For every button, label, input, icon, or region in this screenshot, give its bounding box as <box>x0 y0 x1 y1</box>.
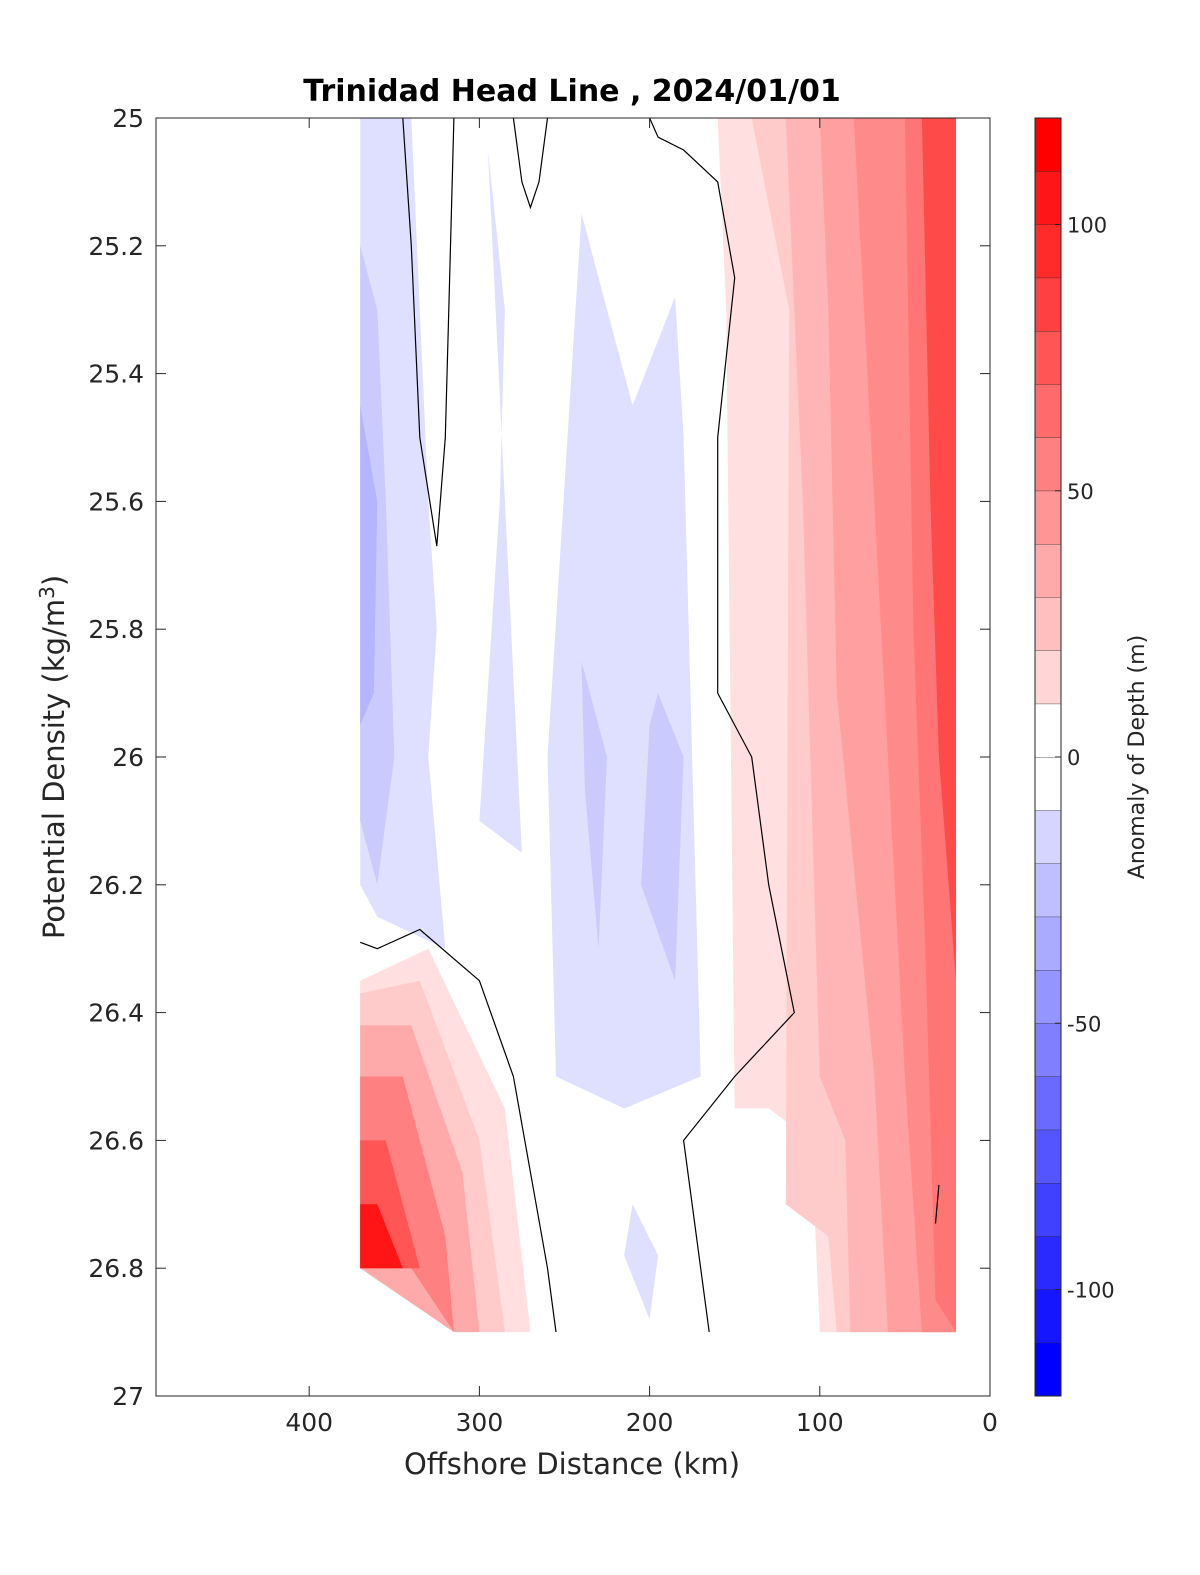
contour-band <box>641 693 684 981</box>
contour-band <box>360 245 395 885</box>
zero-contour-line <box>359 928 557 1333</box>
colorbar-band <box>1035 970 1061 1024</box>
colorbar: 100 50 0 -50 -100 <box>1034 117 1115 1397</box>
colorbar-band <box>1035 331 1061 385</box>
contour-band <box>360 1204 403 1269</box>
colorbar-bands <box>1035 117 1061 1396</box>
colorbar-band <box>1035 1289 1061 1343</box>
contour-line-layer <box>359 118 940 1333</box>
colorbar-ticks: 100 50 0 -50 -100 <box>1055 214 1115 1303</box>
contour-band <box>360 948 531 1333</box>
zero-contour-line <box>402 118 455 547</box>
chart-title: Trinidad Head Line , 2024/01/01 <box>303 74 840 109</box>
y-tick-label: 26.4 <box>88 999 144 1028</box>
contour-band <box>717 118 956 1333</box>
colorbar-tick-label: -50 <box>1067 1012 1101 1036</box>
plot-area: 400 300 200 100 0 25 25.2 25.4 25.6 25.8 26 26.2 26… <box>88 104 998 1437</box>
colorbar-band <box>1035 916 1061 970</box>
y-tick-label: 25.2 <box>88 232 144 261</box>
y-axis-label: Potential Density (kg/m3) <box>35 575 71 939</box>
y-tick-label: 26.6 <box>88 1126 144 1155</box>
zero-contour-line <box>649 118 795 1333</box>
colorbar-band <box>1035 650 1061 704</box>
contour-band <box>479 150 522 853</box>
colorbar-band <box>1035 1236 1061 1290</box>
x-tick-label: 200 <box>626 1408 674 1437</box>
zero-contour-line <box>934 1185 940 1224</box>
x-tick-label: 0 <box>982 1408 998 1437</box>
y-tick-label: 27 <box>112 1382 144 1411</box>
colorbar-band <box>1035 757 1061 811</box>
x-axis-label: Offshore Distance (km) <box>404 1447 740 1481</box>
colorbar-label: Anomaly of Depth (m) <box>1125 635 1150 879</box>
x-tick-label: 300 <box>456 1408 504 1437</box>
x-tick-label: 400 <box>285 1408 333 1437</box>
contour-band <box>921 118 956 981</box>
x-tick-label: 100 <box>796 1408 844 1437</box>
contour-layer <box>360 118 956 1333</box>
colorbar-band <box>1035 277 1061 331</box>
colorbar-band <box>1035 1342 1061 1396</box>
colorbar-band <box>1035 544 1061 598</box>
colorbar-tick-label: -100 <box>1067 1279 1115 1303</box>
colorbar-band <box>1035 171 1061 225</box>
colorbar-tick-label: 50 <box>1067 480 1094 504</box>
y-axis: 25 25.2 25.4 25.6 25.8 26 26.2 26.4 26.6 26.8 27 <box>88 104 990 1411</box>
colorbar-tick-label: 100 <box>1067 214 1107 238</box>
y-tick-label: 26.2 <box>88 871 144 900</box>
y-tick-label: 26.8 <box>88 1254 144 1283</box>
colorbar-band <box>1035 1023 1061 1077</box>
colorbar-band <box>1035 597 1061 651</box>
colorbar-band <box>1035 384 1061 438</box>
y-tick-label: 25 <box>112 104 144 133</box>
colorbar-tick-label: 0 <box>1067 746 1080 770</box>
contour-band <box>360 405 378 725</box>
colorbar-band <box>1035 1183 1061 1237</box>
colorbar-band <box>1035 118 1061 172</box>
colorbar-band <box>1035 1076 1061 1130</box>
colorbar-band <box>1035 1129 1061 1183</box>
contour-band <box>624 1204 659 1320</box>
y-tick-label: 25.8 <box>88 615 144 644</box>
y-tick-label: 25.6 <box>88 487 144 516</box>
y-tick-label: 25.4 <box>88 360 144 389</box>
colorbar-band <box>1035 703 1061 757</box>
colorbar-band <box>1035 224 1061 278</box>
colorbar-band <box>1035 810 1061 864</box>
contour-band <box>581 661 607 949</box>
x-axis: 400 300 200 100 0 <box>285 118 998 1437</box>
colorbar-band <box>1035 437 1061 491</box>
y-tick-label: 26 <box>112 743 144 772</box>
zero-contour-line <box>512 118 549 210</box>
colorbar-band <box>1035 490 1061 544</box>
colorbar-band <box>1035 863 1061 917</box>
